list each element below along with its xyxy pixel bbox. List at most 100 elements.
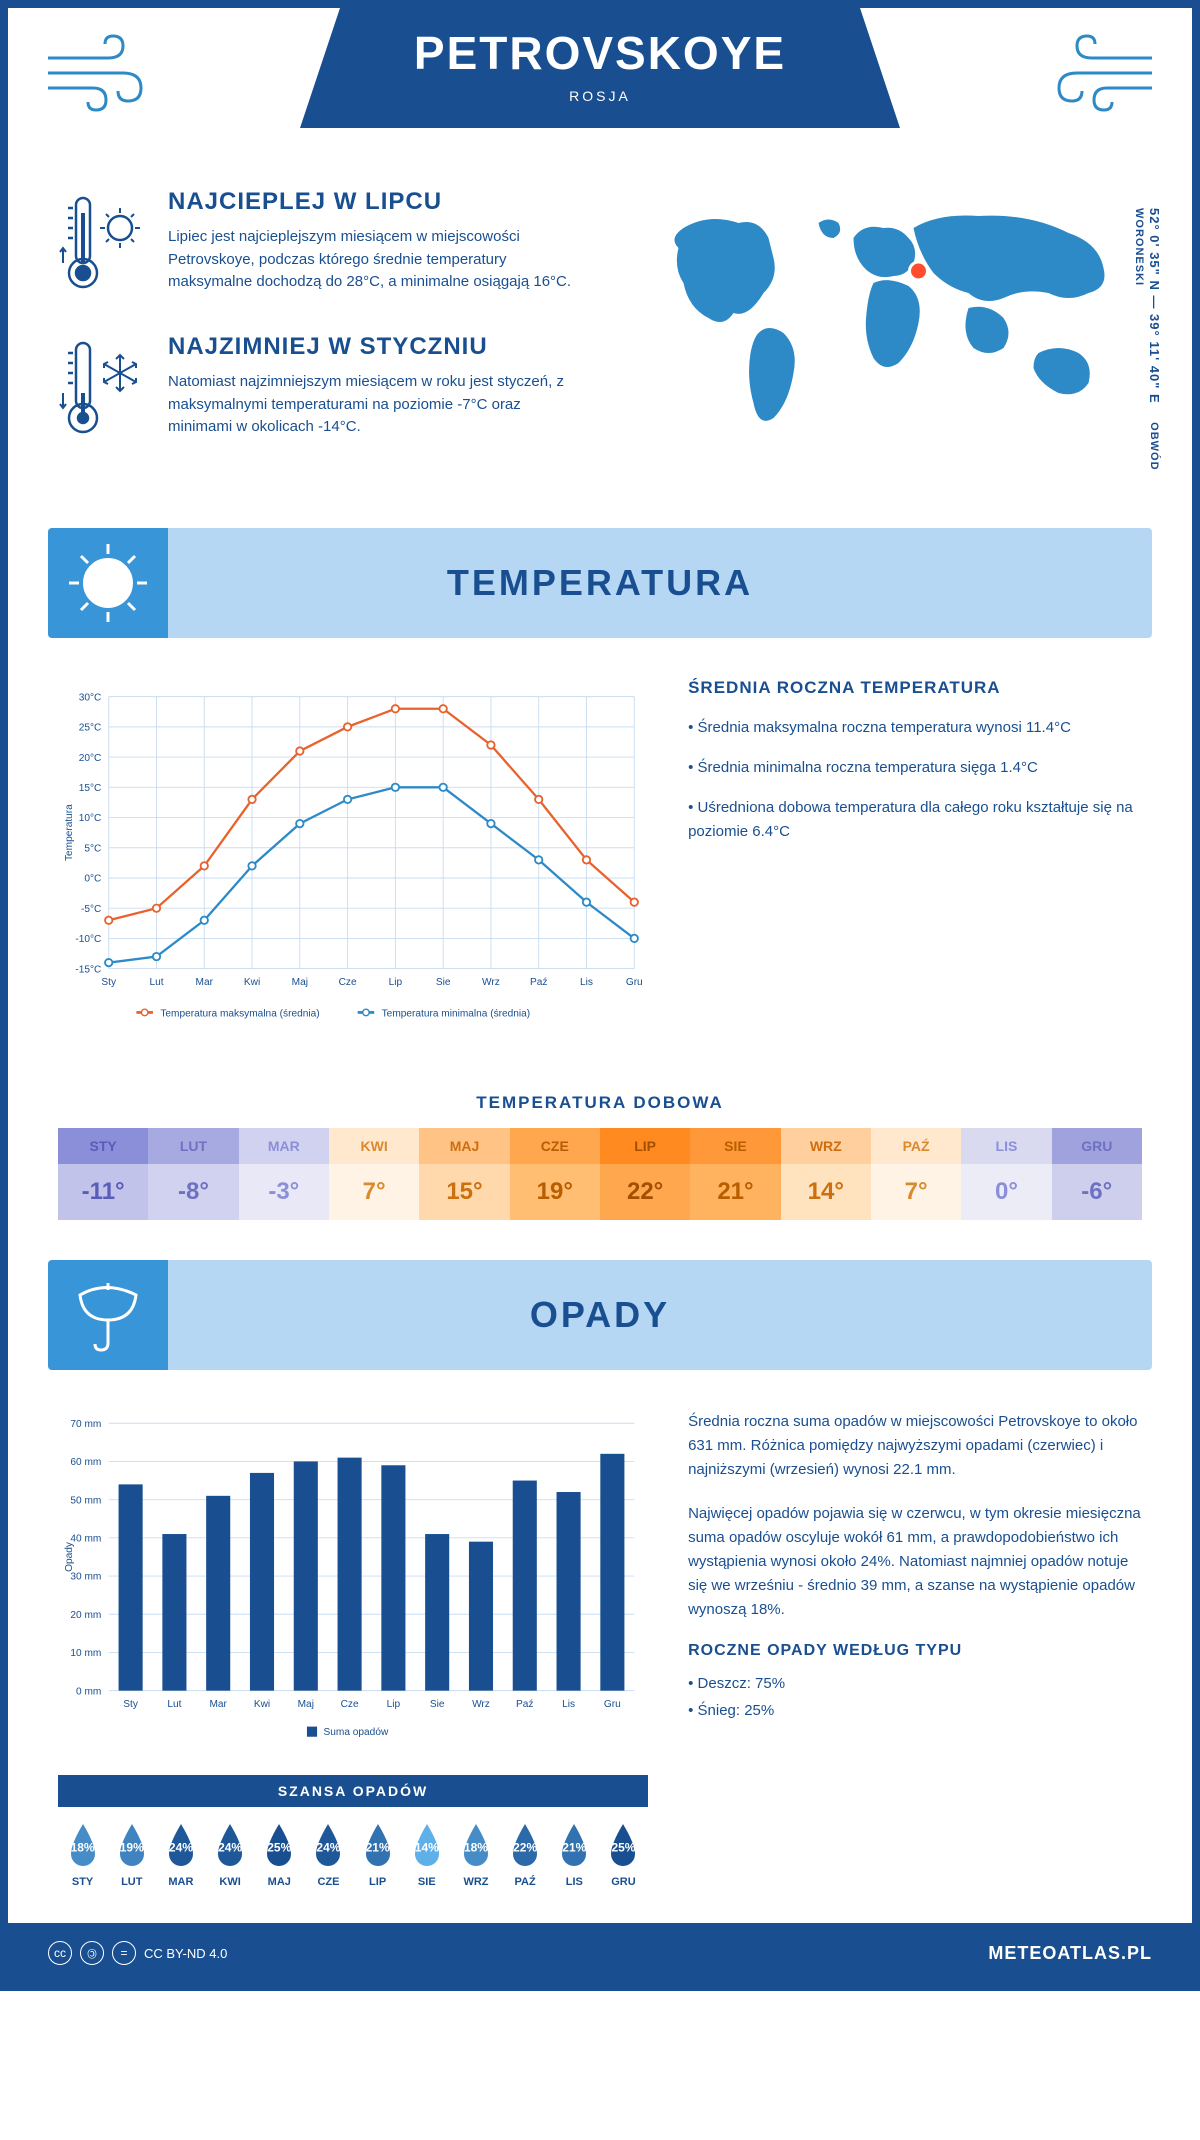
daily-temp-cell: LUT-8°	[148, 1128, 238, 1220]
raindrop-icon: 18%	[63, 1822, 103, 1870]
daily-temp-value: 15°	[419, 1164, 509, 1220]
chance-percent: 25%	[611, 1840, 635, 1854]
daily-temp-cell: LIP22°	[600, 1128, 690, 1220]
chance-cell: 18% WRZ	[451, 1822, 500, 1888]
svg-text:10°C: 10°C	[79, 813, 102, 824]
chance-row: 18% STY 19% LUT 24% MAR 24% KWI 25% MAJ …	[58, 1807, 648, 1903]
precip-para-1: Średnia roczna suma opadów w miejscowośc…	[688, 1410, 1142, 1482]
highlight-warmest: NAJCIEPLEJ W LIPCU Lipiec jest najcieple…	[58, 188, 585, 303]
daily-month-label: LIP	[600, 1128, 690, 1164]
svg-text:Sty: Sty	[123, 1699, 139, 1710]
chance-percent: 18%	[464, 1840, 488, 1854]
chance-cell: 24% MAR	[156, 1822, 205, 1888]
daily-temp-cell: PAŹ7°	[871, 1128, 961, 1220]
daily-temp-cell: MAR-3°	[239, 1128, 329, 1220]
thermometer-sun-icon	[58, 188, 148, 303]
daily-month-label: GRU	[1052, 1128, 1142, 1164]
svg-text:Lis: Lis	[562, 1699, 575, 1710]
raindrop-icon: 14%	[407, 1822, 447, 1870]
daily-month-label: LUT	[148, 1128, 238, 1164]
daily-month-label: KWI	[329, 1128, 419, 1164]
highlight-coldest: NAJZIMNIEJ W STYCZNIU Natomiast najzimni…	[58, 333, 585, 448]
chance-percent: 14%	[415, 1840, 439, 1854]
intro-section: NAJCIEPLEJ W LIPCU Lipiec jest najcieple…	[8, 158, 1192, 508]
footer: cc 🄯 = CC BY-ND 4.0 METEOATLAS.PL	[8, 1923, 1192, 1983]
chance-percent: 24%	[169, 1840, 193, 1854]
svg-text:-5°C: -5°C	[81, 904, 101, 915]
precip-para-2: Najwięcej opadów pojawia się w czerwcu, …	[688, 1502, 1142, 1622]
daily-temp-value: -3°	[239, 1164, 329, 1220]
chance-percent: 21%	[562, 1840, 586, 1854]
daily-temp-value: 0°	[961, 1164, 1051, 1220]
svg-text:20°C: 20°C	[79, 753, 102, 764]
daily-month-label: LIS	[961, 1128, 1051, 1164]
chance-cell: 24% CZE	[304, 1822, 353, 1888]
svg-text:Kwi: Kwi	[244, 977, 260, 988]
chance-month-label: GRU	[599, 1876, 648, 1888]
chance-percent: 22%	[513, 1840, 537, 1854]
chance-percent: 19%	[120, 1840, 144, 1854]
svg-text:Cze: Cze	[339, 977, 357, 988]
raindrop-icon: 24%	[210, 1822, 250, 1870]
chance-month-label: STY	[58, 1876, 107, 1888]
raindrop-icon: 19%	[112, 1822, 152, 1870]
chance-month-label: WRZ	[451, 1876, 500, 1888]
chance-month-label: MAJ	[255, 1876, 304, 1888]
chance-percent: 24%	[316, 1840, 340, 1854]
page: PETROVSKOYE ROSJA NAJCIEPLEJ W LIPCU Lip…	[0, 0, 1200, 1991]
svg-text:0 mm: 0 mm	[76, 1686, 101, 1697]
coordinates: 52° 0' 35" N — 39° 11' 40" E OBWÓD WORON…	[1132, 208, 1162, 478]
svg-text:15°C: 15°C	[79, 783, 102, 794]
chance-cell: 19% LUT	[107, 1822, 156, 1888]
summary-item: • Średnia minimalna roczna temperatura s…	[688, 756, 1142, 780]
svg-text:Wrz: Wrz	[472, 1699, 490, 1710]
chance-month-label: LUT	[107, 1876, 156, 1888]
license-text: CC BY-ND 4.0	[144, 1946, 227, 1961]
cc-icon: cc	[48, 1941, 72, 1965]
daily-month-label: MAJ	[419, 1128, 509, 1164]
chance-cell: 22% PAŹ	[501, 1822, 550, 1888]
precipitation-right: Średnia roczna suma opadów w miejscowośc…	[688, 1410, 1142, 1903]
svg-text:25°C: 25°C	[79, 723, 102, 734]
type-item: • Deszcz: 75%	[688, 1670, 1142, 1697]
header: PETROVSKOYE ROSJA	[8, 8, 1192, 158]
daily-temp-value: -8°	[148, 1164, 238, 1220]
svg-text:Gru: Gru	[604, 1699, 621, 1710]
svg-text:Sie: Sie	[430, 1699, 445, 1710]
precipitation-left: 0 mm10 mm20 mm30 mm40 mm50 mm60 mm70 mmS…	[58, 1410, 648, 1903]
country-name: ROSJA	[340, 88, 860, 104]
chance-cell: 21% LIP	[353, 1822, 402, 1888]
svg-text:Temperatura: Temperatura	[64, 804, 75, 861]
daily-month-label: SIE	[690, 1128, 780, 1164]
svg-text:Paź: Paź	[516, 1699, 533, 1710]
chance-month-label: LIP	[353, 1876, 402, 1888]
summary-item: • Uśredniona dobowa temperatura dla całe…	[688, 796, 1142, 844]
wind-decoration-right	[1042, 28, 1162, 134]
svg-text:Suma opadów: Suma opadów	[324, 1727, 389, 1738]
raindrop-icon: 25%	[603, 1822, 643, 1870]
svg-text:Opady: Opady	[64, 1541, 75, 1572]
chance-cell: 25% MAJ	[255, 1822, 304, 1888]
by-icon: 🄯	[80, 1941, 104, 1965]
svg-text:Sie: Sie	[436, 977, 451, 988]
svg-text:Lip: Lip	[387, 1699, 401, 1710]
raindrop-icon: 24%	[161, 1822, 201, 1870]
svg-text:5°C: 5°C	[84, 843, 101, 854]
svg-text:0°C: 0°C	[84, 874, 101, 885]
temperature-title: TEMPERATURA	[447, 562, 753, 604]
svg-text:Kwi: Kwi	[254, 1699, 270, 1710]
raindrop-icon: 22%	[505, 1822, 545, 1870]
daily-temp-cell: STY-11°	[58, 1128, 148, 1220]
precip-type-title: ROCZNE OPADY WEDŁUG TYPU	[688, 1642, 1142, 1660]
daily-temp-cell: SIE21°	[690, 1128, 780, 1220]
precipitation-content: 0 mm10 mm20 mm30 mm40 mm50 mm60 mm70 mmS…	[8, 1390, 1192, 1923]
chance-cell: 25% GRU	[599, 1822, 648, 1888]
svg-text:50 mm: 50 mm	[70, 1495, 101, 1506]
daily-temp-value: 21°	[690, 1164, 780, 1220]
svg-text:Lis: Lis	[580, 977, 593, 988]
chance-month-label: CZE	[304, 1876, 353, 1888]
footer-license: cc 🄯 = CC BY-ND 4.0	[48, 1941, 227, 1965]
footer-site: METEOATLAS.PL	[988, 1943, 1152, 1964]
daily-temp-value: 7°	[871, 1164, 961, 1220]
svg-text:Lut: Lut	[149, 977, 163, 988]
